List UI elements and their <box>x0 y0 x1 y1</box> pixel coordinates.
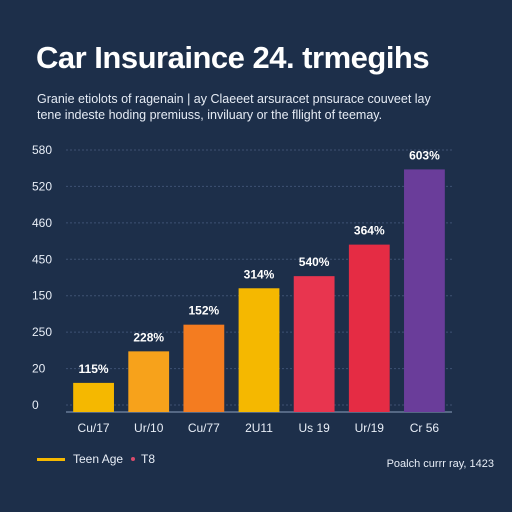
x-tick-label: Cr 56 <box>410 421 440 435</box>
data-label: 115% <box>79 362 109 376</box>
y-tick-label: 150 <box>32 289 52 303</box>
bar <box>73 382 114 412</box>
chart-subtitle: Granie etiolots of ragenain | ay Claeeet… <box>37 92 431 122</box>
y-tick-label: 580 <box>32 143 52 157</box>
data-label: 603% <box>409 148 440 162</box>
legend: Teen Age T8 <box>37 452 155 466</box>
x-tick-label: Cu/77 <box>188 421 220 435</box>
x-tick-label: Cu/17 <box>78 421 110 435</box>
y-tick-label: 0 <box>32 398 39 412</box>
source-note: Poalch currr ray, 1423 <box>386 458 494 470</box>
bar <box>348 244 390 412</box>
bar <box>183 324 225 412</box>
bar <box>293 276 335 412</box>
y-tick-label: 520 <box>32 179 52 193</box>
bar <box>404 169 445 412</box>
data-label: 314% <box>244 267 275 281</box>
chart-title: Car Insuraince 24. trmegihs <box>36 40 430 75</box>
y-tick-label: 450 <box>32 252 52 266</box>
bar <box>238 288 280 412</box>
legend-dot-icon <box>131 457 136 461</box>
data-label: 228% <box>133 330 164 344</box>
data-label: 152% <box>189 304 220 318</box>
bar <box>128 351 170 412</box>
legend-extra-label: T8 <box>141 452 156 466</box>
x-tick-label: Ur/10 <box>134 421 164 435</box>
x-tick-label: Us 19 <box>298 421 330 435</box>
legend-label: Teen Age <box>73 452 124 466</box>
data-label: 540% <box>299 255 330 269</box>
data-label: 364% <box>354 224 385 238</box>
y-tick-label: 460 <box>32 216 52 230</box>
x-tick-label: Ur/19 <box>355 421 385 435</box>
y-tick-label: 250 <box>32 325 52 339</box>
x-tick-label: 2U11 <box>245 421 273 435</box>
y-tick-label: 20 <box>32 362 46 376</box>
legend-swatch <box>37 457 65 461</box>
